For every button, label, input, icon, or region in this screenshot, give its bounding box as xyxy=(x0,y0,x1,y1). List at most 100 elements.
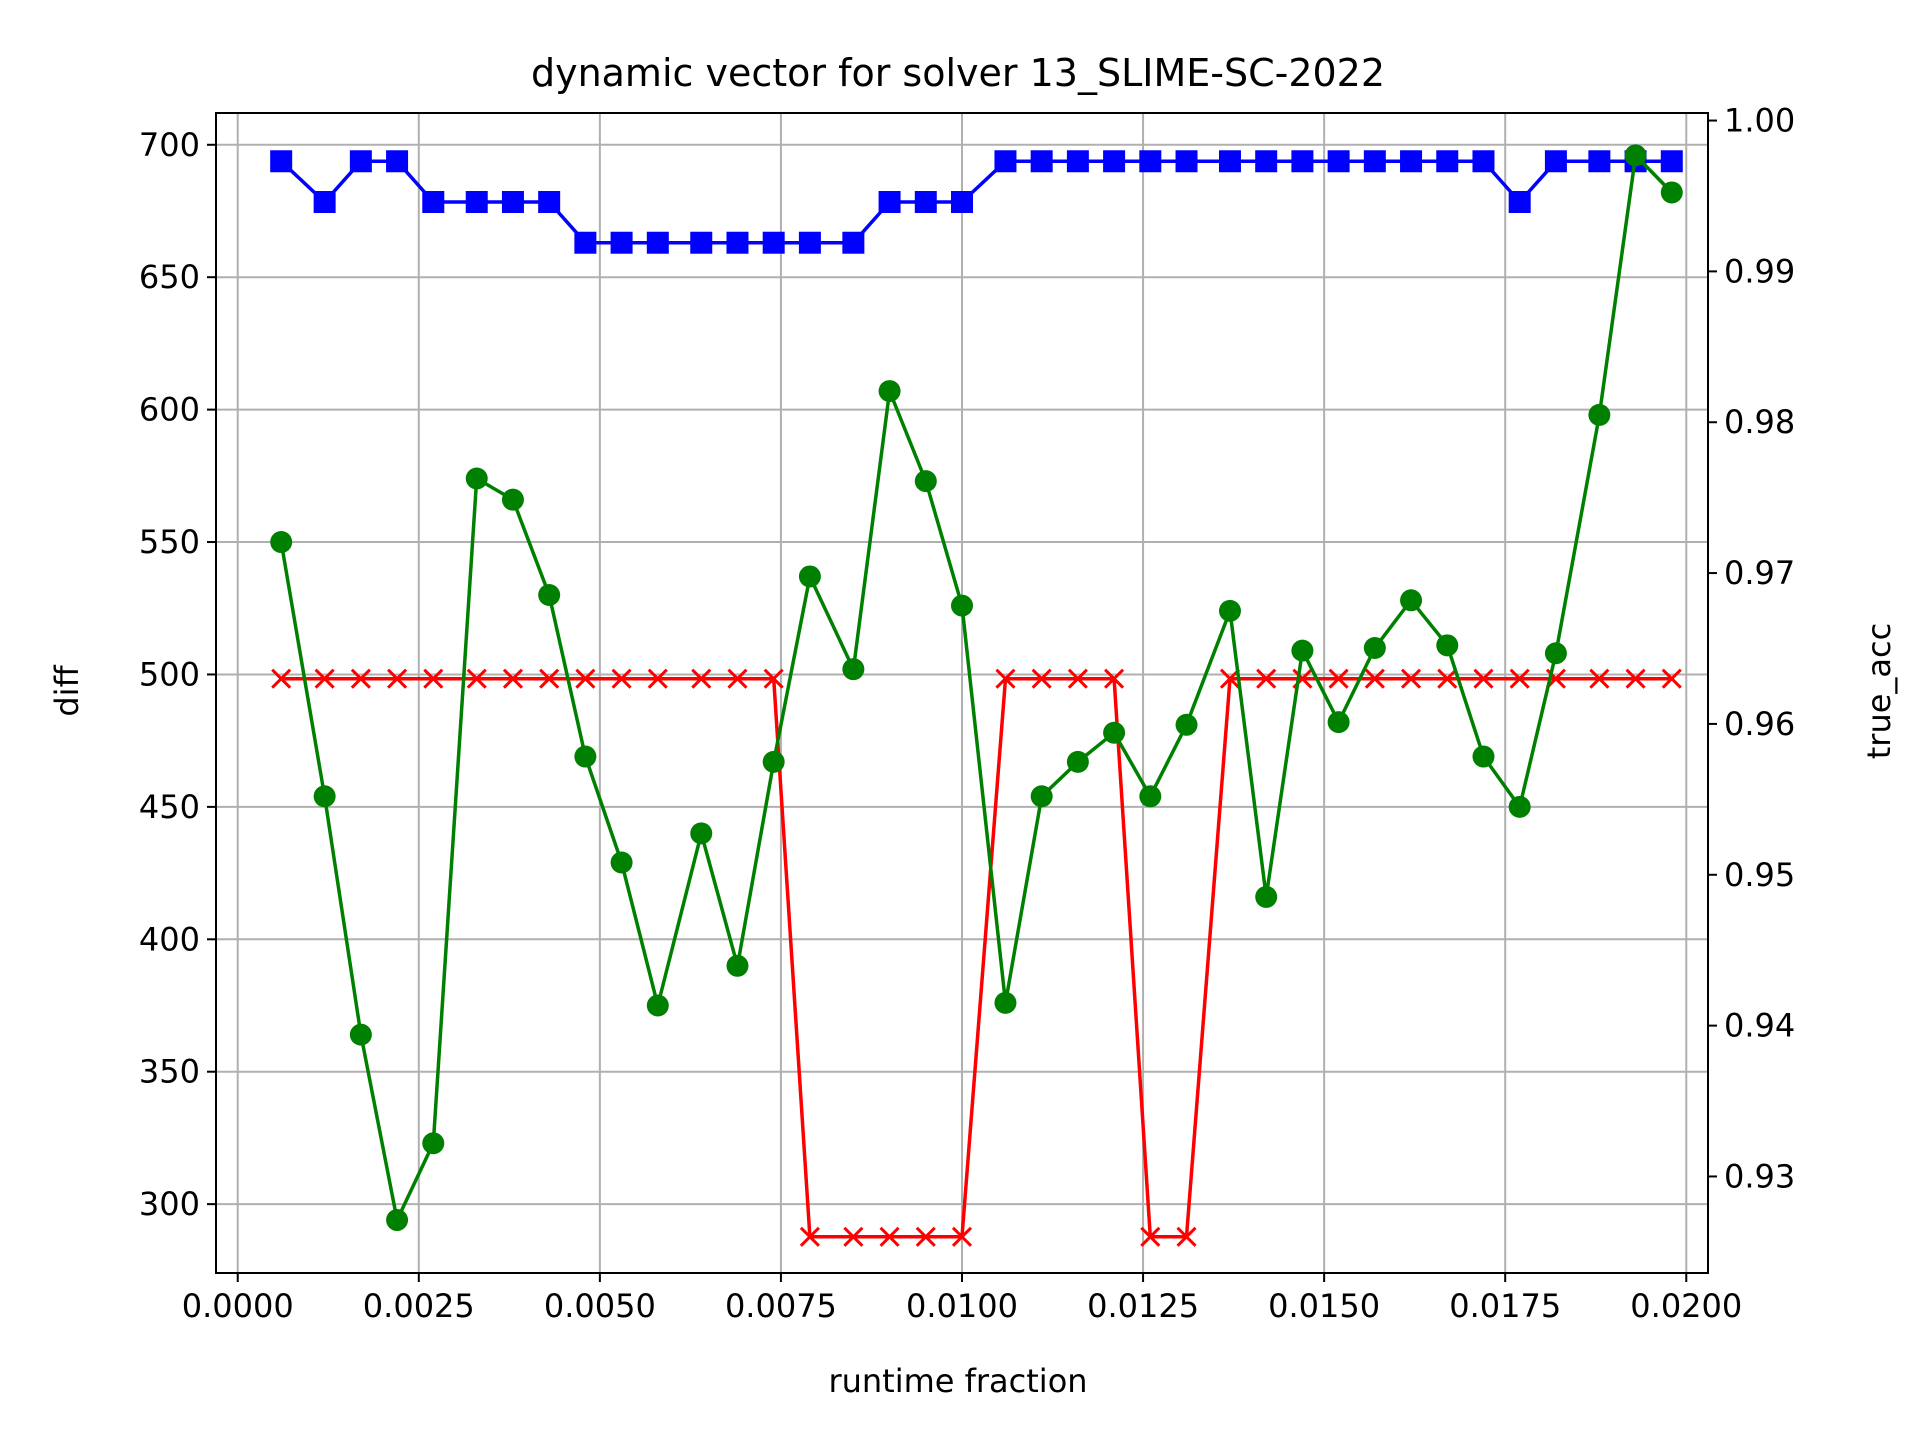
x-tick-label: 0.0150 xyxy=(1268,1287,1380,1325)
data-point-square xyxy=(1544,150,1567,173)
data-point-square xyxy=(349,150,372,173)
x-axis-label: runtime fraction xyxy=(828,1362,1087,1400)
data-point-square xyxy=(1400,150,1423,173)
data-point-x xyxy=(1256,668,1277,689)
x-tick-label: 0.0125 xyxy=(1087,1287,1199,1325)
data-point-circle xyxy=(1139,785,1162,808)
y-left-tick-label: 550 xyxy=(139,523,200,561)
y-right-tick-label: 0.94 xyxy=(1724,1007,1795,1045)
data-point-square xyxy=(574,231,597,254)
data-point-square xyxy=(842,231,865,254)
data-point-circle xyxy=(914,470,937,493)
data-point-square xyxy=(1255,150,1278,173)
data-point-circle xyxy=(726,954,749,977)
y-left-tick-label: 500 xyxy=(139,655,200,693)
data-point-square xyxy=(914,190,937,213)
data-point-x xyxy=(1509,668,1530,689)
data-point-x xyxy=(1589,668,1610,689)
data-point-circle xyxy=(1175,713,1198,736)
data-point-x xyxy=(539,668,560,689)
y-left-tick-label: 450 xyxy=(139,788,200,826)
y-axis-left-label: diff xyxy=(48,664,86,716)
data-point-x xyxy=(843,1226,864,1247)
data-point-circle xyxy=(1588,403,1611,426)
data-point-circle xyxy=(1624,144,1647,167)
x-tick-label: 0.0175 xyxy=(1449,1287,1561,1325)
data-point-x xyxy=(1473,668,1494,689)
data-point-square xyxy=(1508,190,1531,213)
data-point-circle xyxy=(1660,181,1683,204)
series-circle xyxy=(270,144,1683,1232)
series-line xyxy=(281,676,1672,1239)
data-point-circle xyxy=(574,745,597,768)
series-x xyxy=(271,668,1682,1247)
data-point-circle xyxy=(270,531,293,554)
data-point-circle xyxy=(1363,636,1386,659)
data-point-square xyxy=(1066,150,1089,173)
y-left-tick-label: 600 xyxy=(139,391,200,429)
x-tick-label: 0.0050 xyxy=(544,1287,656,1325)
data-point-x xyxy=(1104,668,1125,689)
y-right-tick-label: 0.93 xyxy=(1724,1157,1795,1195)
data-point-circle xyxy=(610,851,633,874)
data-point-x xyxy=(1219,668,1241,689)
x-tick-label: 0.0025 xyxy=(363,1287,475,1325)
data-point-x xyxy=(1176,1226,1197,1247)
data-point-circle xyxy=(1400,589,1423,612)
data-point-square xyxy=(270,150,293,173)
data-point-x xyxy=(915,1226,936,1247)
data-point-square xyxy=(646,231,669,254)
data-point-square xyxy=(878,190,901,213)
y-left-tick-label: 700 xyxy=(139,126,200,164)
data-point-square xyxy=(313,190,336,213)
data-point-x xyxy=(763,668,784,689)
data-point-x xyxy=(350,668,371,689)
data-point-x xyxy=(879,1226,900,1247)
data-point-square xyxy=(1660,150,1683,173)
data-point-x xyxy=(575,668,596,689)
data-point-square xyxy=(610,231,633,254)
data-point-x xyxy=(1437,668,1458,689)
data-point-square xyxy=(1175,150,1198,173)
data-point-square xyxy=(1030,150,1053,173)
data-point-circle xyxy=(1472,745,1495,768)
data-point-x xyxy=(387,668,408,689)
data-point-square xyxy=(1436,150,1459,173)
data-point-x xyxy=(1067,668,1088,689)
data-point-circle xyxy=(994,991,1017,1014)
data-point-square xyxy=(726,231,749,254)
x-tick-label: 0.0200 xyxy=(1630,1287,1742,1325)
data-point-square xyxy=(798,231,821,254)
data-point-circle xyxy=(1030,785,1053,808)
data-point-circle xyxy=(798,565,821,588)
data-point-square xyxy=(1139,150,1162,173)
data-point-x xyxy=(1400,668,1422,689)
series-square xyxy=(270,150,1683,254)
data-point-circle xyxy=(1066,750,1089,773)
data-point-square xyxy=(690,231,713,254)
x-axis: 0.0000 0.0025 0.0050 0.0075 0.0100 0.0125 0.01… xyxy=(182,1273,1742,1325)
data-point-circle xyxy=(646,994,669,1017)
data-point-x xyxy=(611,668,632,689)
data-point-square xyxy=(386,150,409,173)
data-point-x xyxy=(1661,668,1682,689)
data-point-circle xyxy=(501,488,524,511)
data-point-square xyxy=(1103,150,1126,173)
data-point-x xyxy=(271,668,292,689)
data-point-x xyxy=(647,668,668,689)
data-point-x xyxy=(423,668,444,689)
data-point-square xyxy=(465,190,488,213)
data-point-circle xyxy=(1103,721,1126,744)
grid xyxy=(216,113,1708,1273)
series-layer xyxy=(270,144,1683,1247)
y-right-tick-label: 0.96 xyxy=(1724,705,1795,743)
y-left-tick-label: 650 xyxy=(139,258,200,296)
x-tick-label: 0.0075 xyxy=(725,1287,837,1325)
x-tick-label: 0.0100 xyxy=(906,1287,1018,1325)
y-right-tick-label: 0.95 xyxy=(1724,856,1795,894)
data-point-x xyxy=(727,668,748,689)
y-axis-left: 300 350 400 450 500 550 600 650 700 xyxy=(139,126,216,1223)
data-point-square xyxy=(1363,150,1386,173)
